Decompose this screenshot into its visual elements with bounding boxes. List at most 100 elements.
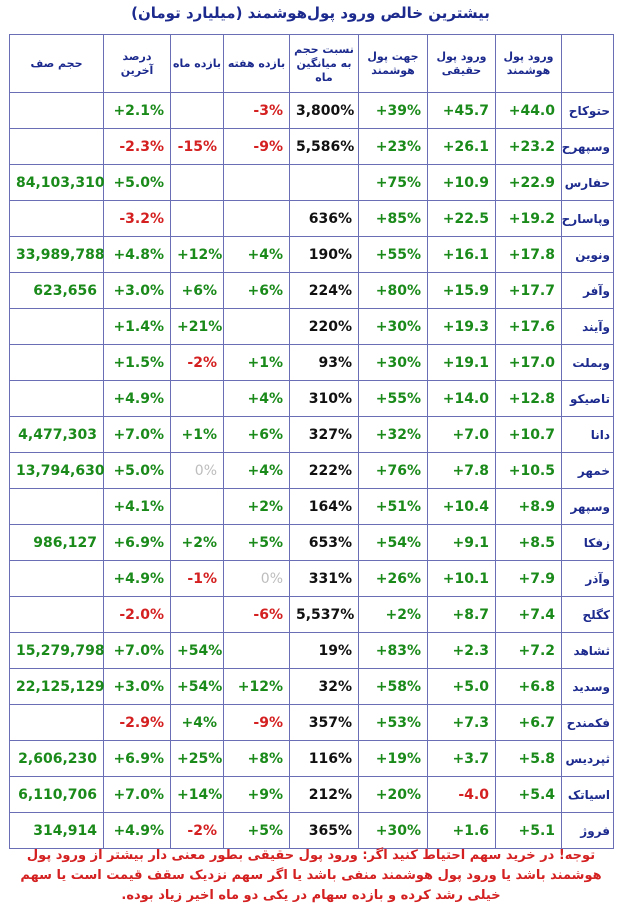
smart-money-value: +5.8 — [495, 740, 562, 777]
queue-volume-value: 6,110,706 — [9, 776, 104, 813]
smart-money-value: +5.4 — [495, 776, 562, 813]
smart-money-value: +22.9 — [495, 164, 562, 201]
symbol-name: زفکا — [561, 524, 614, 561]
real-money-value: +22.5 — [427, 200, 496, 237]
last-percent-value: +4.9% — [103, 560, 171, 597]
symbol-name: وسپهر — [561, 488, 614, 525]
weekly-return-value: +6% — [223, 272, 290, 309]
weekly-return-value: +4% — [223, 236, 290, 273]
real-money-value: +15.9 — [427, 272, 496, 309]
symbol-name: حفارس — [561, 164, 614, 201]
weekly-return-value: -6% — [223, 596, 290, 633]
warning-note: توجه! در خرید سهم احتیاط کنید اگر: ورود … — [20, 848, 602, 903]
smart-direction-value: +51% — [358, 488, 428, 525]
header-queue-volume: حجم صف — [9, 34, 104, 93]
real-money-value: +14.0 — [427, 380, 496, 417]
weekly-return-value: +8% — [223, 740, 290, 777]
header-last-percent: درصد آخرین — [103, 34, 171, 93]
smart-money-value: +17.6 — [495, 308, 562, 345]
queue-volume-value — [9, 200, 104, 237]
last-percent-value: +7.0% — [103, 776, 171, 813]
smart-money-value: +12.8 — [495, 380, 562, 417]
symbol-name: تاصیکو — [561, 380, 614, 417]
real-money-value: +5.0 — [427, 668, 496, 705]
table-header-row: ورود پول هوشمند ورود پول حقیقی جهت پول ه… — [9, 34, 614, 93]
volume-ratio-value: 164% — [289, 488, 359, 525]
queue-volume-value — [9, 92, 104, 129]
real-money-value: +10.4 — [427, 488, 496, 525]
page-title: بیشترین خالص ورود پول‌هوشمند (میلیارد تو… — [131, 4, 490, 22]
table-row: ونوین +17.8 +16.1 +55% 190% +4% +12% +4.8% 33,98… — [9, 236, 614, 273]
real-money-value: +1.6 — [427, 812, 496, 849]
real-money-value: +19.3 — [427, 308, 496, 345]
table-row: حتوکاح +44.0 +45.7 +39% 3,800% -3% +2.1% — [9, 92, 614, 129]
weekly-return-value: -9% — [223, 128, 290, 165]
smart-direction-value: +76% — [358, 452, 428, 489]
last-percent-value: -2.3% — [103, 128, 171, 165]
table-row: ثپردیس +5.8 +3.7 +19% 116% +8% +25% +6.9% 2,606,… — [9, 740, 614, 777]
queue-volume-value — [9, 488, 104, 525]
symbol-name: وآیند — [561, 308, 614, 345]
smart-direction-value: +23% — [358, 128, 428, 165]
smart-direction-value: +75% — [358, 164, 428, 201]
monthly-return-value: +1% — [170, 416, 224, 453]
smart-money-value: +7.4 — [495, 596, 562, 633]
volume-ratio-value: 310% — [289, 380, 359, 417]
last-percent-value: +3.0% — [103, 272, 171, 309]
last-percent-value: +5.0% — [103, 164, 171, 201]
volume-ratio-value: 224% — [289, 272, 359, 309]
real-money-value: +7.3 — [427, 704, 496, 741]
volume-ratio-value: 327% — [289, 416, 359, 453]
real-money-value: -4.0 — [427, 776, 496, 813]
smart-direction-value: +80% — [358, 272, 428, 309]
queue-volume-value: 13,794,630 — [9, 452, 105, 489]
symbol-name: کگلح — [561, 596, 614, 633]
symbol-name: فکمندح — [561, 704, 614, 741]
symbol-name: اسیاتک — [561, 776, 614, 813]
volume-ratio-value: 93% — [289, 344, 359, 381]
last-percent-value: +6.9% — [103, 524, 171, 561]
monthly-return-value: +14% — [170, 776, 224, 813]
symbol-name: حتوکاح — [561, 92, 614, 129]
last-percent-value: -2.9% — [103, 704, 171, 741]
last-percent-value: +4.9% — [103, 812, 171, 849]
symbol-name: ثشاهد — [561, 632, 614, 669]
smart-money-value: +44.0 — [495, 92, 562, 129]
queue-volume-value — [9, 128, 104, 165]
last-percent-value: +4.1% — [103, 488, 171, 525]
smart-direction-value: +30% — [358, 344, 428, 381]
monthly-return-value: +25% — [170, 740, 224, 777]
volume-ratio-value: 19% — [289, 632, 359, 669]
symbol-name: ثپردیس — [561, 740, 614, 777]
header-monthly-return: بازده ماه — [170, 34, 224, 93]
weekly-return-value: -3% — [223, 92, 290, 129]
last-percent-value: -3.2% — [103, 200, 171, 237]
volume-ratio-value: 212% — [289, 776, 359, 813]
queue-volume-value — [9, 308, 104, 345]
smart-direction-value: +53% — [358, 704, 428, 741]
table-row: حفارس +22.9 +10.9 +75% +5.0% 84,103,310 — [9, 164, 614, 201]
real-money-value: +26.1 — [427, 128, 496, 165]
table-row: اسیاتک +5.4 -4.0 +20% 212% +9% +14% +7.0% 6,110,… — [9, 776, 614, 813]
volume-ratio-value: 220% — [289, 308, 359, 345]
queue-volume-value: 986,127 — [9, 524, 104, 561]
volume-ratio-value: 331% — [289, 560, 359, 597]
last-percent-value: +7.0% — [103, 632, 171, 669]
monthly-return-value: +6% — [170, 272, 224, 309]
smart-direction-value: +54% — [358, 524, 428, 561]
queue-volume-value: 33,989,788 — [9, 236, 105, 273]
smart-money-value: +17.8 — [495, 236, 562, 273]
real-money-value: +10.1 — [427, 560, 496, 597]
last-percent-value: -2.0% — [103, 596, 171, 633]
real-money-value: +3.7 — [427, 740, 496, 777]
monthly-return-value: +21% — [170, 308, 224, 345]
real-money-value: +16.1 — [427, 236, 496, 273]
queue-volume-value — [9, 596, 104, 633]
monthly-return-value: +54% — [170, 668, 224, 705]
last-percent-value: +1.4% — [103, 308, 171, 345]
smart-money-value: +6.8 — [495, 668, 562, 705]
weekly-return-value — [223, 200, 290, 237]
queue-volume-value: 314,914 — [9, 812, 104, 849]
volume-ratio-value: 5,537% — [289, 596, 359, 633]
table-row: وپاسارح +19.2 +22.5 +85% 636% -3.2% — [9, 200, 614, 237]
